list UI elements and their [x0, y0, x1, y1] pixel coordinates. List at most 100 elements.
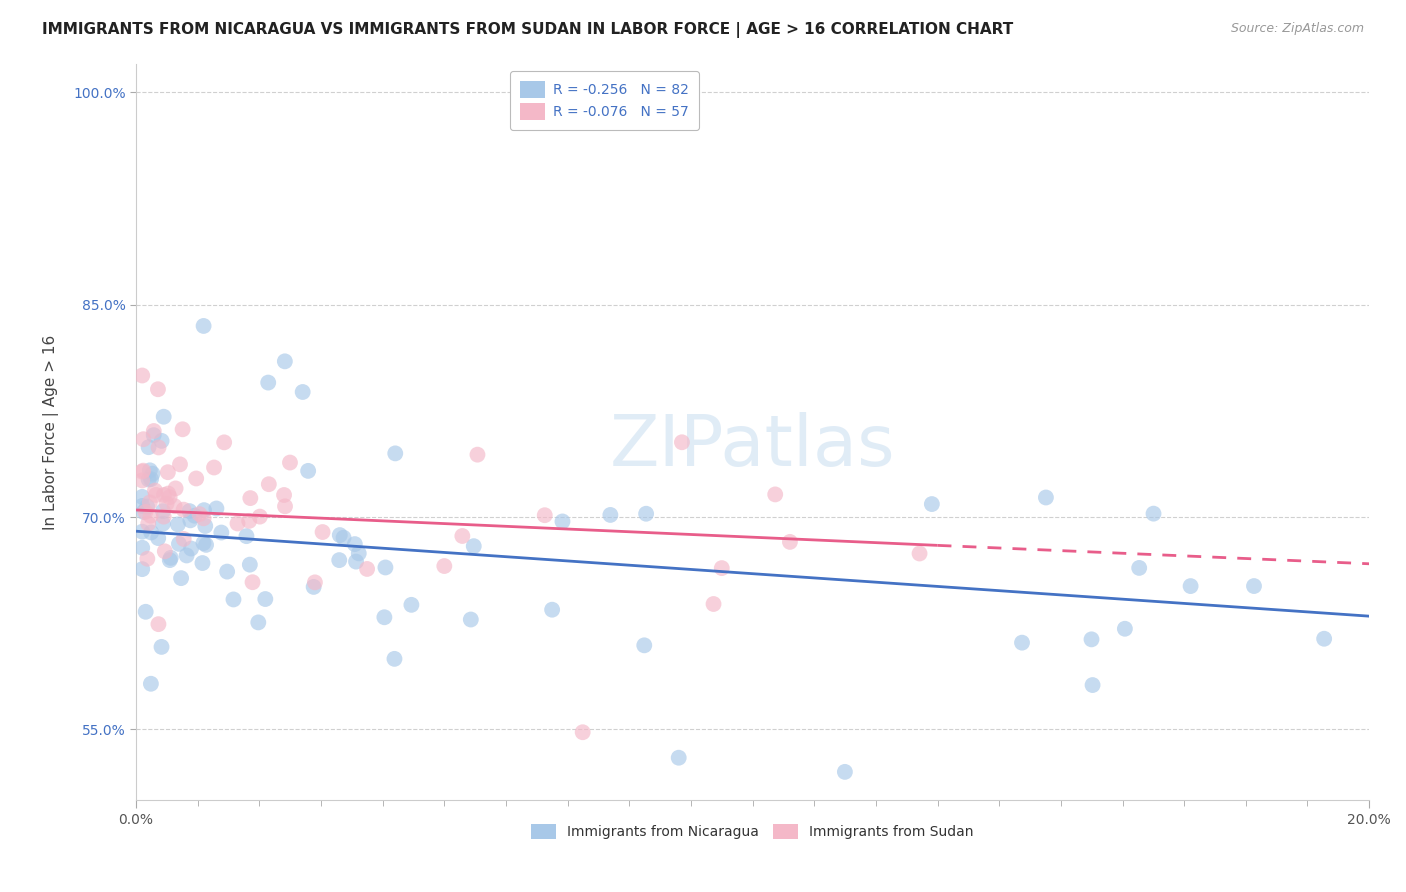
Point — [159, 550, 181, 565]
Point — [311, 524, 333, 539]
Point — [145, 488, 167, 502]
Point — [141, 467, 163, 481]
Point — [193, 503, 215, 517]
Point — [152, 409, 174, 424]
Point — [209, 525, 232, 540]
Point — [142, 424, 165, 438]
Point — [373, 610, 395, 624]
Point — [238, 514, 260, 528]
Point — [297, 464, 319, 478]
Point — [139, 677, 162, 691]
Point — [908, 547, 931, 561]
Point — [183, 508, 205, 523]
Point — [1243, 579, 1265, 593]
Point — [138, 440, 160, 454]
Text: ZIPatlas: ZIPatlas — [610, 412, 896, 482]
Point — [205, 501, 228, 516]
Point — [242, 575, 264, 590]
Point — [533, 508, 555, 523]
Point — [433, 559, 456, 574]
Point — [188, 507, 211, 521]
Point — [159, 553, 181, 567]
Point — [343, 537, 366, 551]
Point — [165, 482, 187, 496]
Point — [1180, 579, 1202, 593]
Point — [139, 472, 162, 486]
Text: Source: ZipAtlas.com: Source: ZipAtlas.com — [1230, 22, 1364, 36]
Point — [155, 497, 177, 511]
Point — [302, 580, 325, 594]
Point — [235, 529, 257, 543]
Point — [257, 376, 280, 390]
Point — [921, 497, 943, 511]
Point — [150, 434, 173, 448]
Point — [136, 500, 159, 514]
Point — [374, 560, 396, 574]
Point — [194, 519, 217, 533]
Point — [167, 517, 190, 532]
Point — [139, 463, 162, 477]
Point — [304, 575, 326, 590]
Point — [329, 528, 352, 542]
Point — [571, 725, 593, 739]
Point — [139, 508, 162, 523]
Point — [159, 490, 181, 504]
Point — [131, 474, 153, 488]
Point — [148, 441, 170, 455]
Point — [668, 750, 690, 764]
Point — [541, 603, 564, 617]
Point — [291, 384, 314, 399]
Point — [167, 537, 190, 551]
Point — [152, 516, 174, 531]
Legend: Immigrants from Nicaragua, Immigrants from Sudan: Immigrants from Nicaragua, Immigrants fr… — [526, 819, 980, 845]
Point — [202, 460, 225, 475]
Point — [132, 505, 155, 519]
Point — [163, 499, 186, 513]
Point — [226, 516, 249, 531]
Point — [249, 509, 271, 524]
Point — [136, 551, 159, 566]
Point — [150, 640, 173, 654]
Point — [212, 435, 235, 450]
Point — [274, 500, 297, 514]
Point — [173, 502, 195, 516]
Text: IMMIGRANTS FROM NICARAGUA VS IMMIGRANTS FROM SUDAN IN LABOR FORCE | AGE > 16 COR: IMMIGRANTS FROM NICARAGUA VS IMMIGRANTS … — [42, 22, 1014, 38]
Point — [180, 541, 202, 556]
Point — [274, 354, 297, 368]
Point — [193, 318, 215, 333]
Point — [763, 487, 786, 501]
Point — [356, 562, 378, 576]
Point — [1313, 632, 1336, 646]
Point — [141, 525, 163, 540]
Point — [551, 515, 574, 529]
Point — [153, 488, 176, 502]
Point — [239, 491, 262, 505]
Point — [195, 538, 218, 552]
Point — [401, 598, 423, 612]
Y-axis label: In Labor Force | Age > 16: In Labor Force | Age > 16 — [44, 334, 59, 530]
Point — [169, 458, 191, 472]
Point — [139, 495, 162, 509]
Point — [146, 382, 169, 396]
Point — [633, 638, 655, 652]
Point — [152, 509, 174, 524]
Point — [153, 544, 176, 558]
Point — [257, 477, 280, 491]
Point — [599, 508, 621, 522]
Point — [148, 617, 170, 632]
Point — [328, 553, 350, 567]
Point — [460, 613, 482, 627]
Point — [136, 516, 159, 531]
Point — [191, 556, 214, 570]
Point — [779, 535, 801, 549]
Point — [131, 490, 153, 504]
Point — [710, 561, 733, 575]
Point — [179, 513, 201, 527]
Point — [1080, 632, 1102, 647]
Point — [332, 531, 354, 545]
Point — [152, 504, 174, 518]
Point — [142, 428, 165, 442]
Point — [451, 529, 474, 543]
Point — [1011, 635, 1033, 649]
Point — [132, 432, 155, 446]
